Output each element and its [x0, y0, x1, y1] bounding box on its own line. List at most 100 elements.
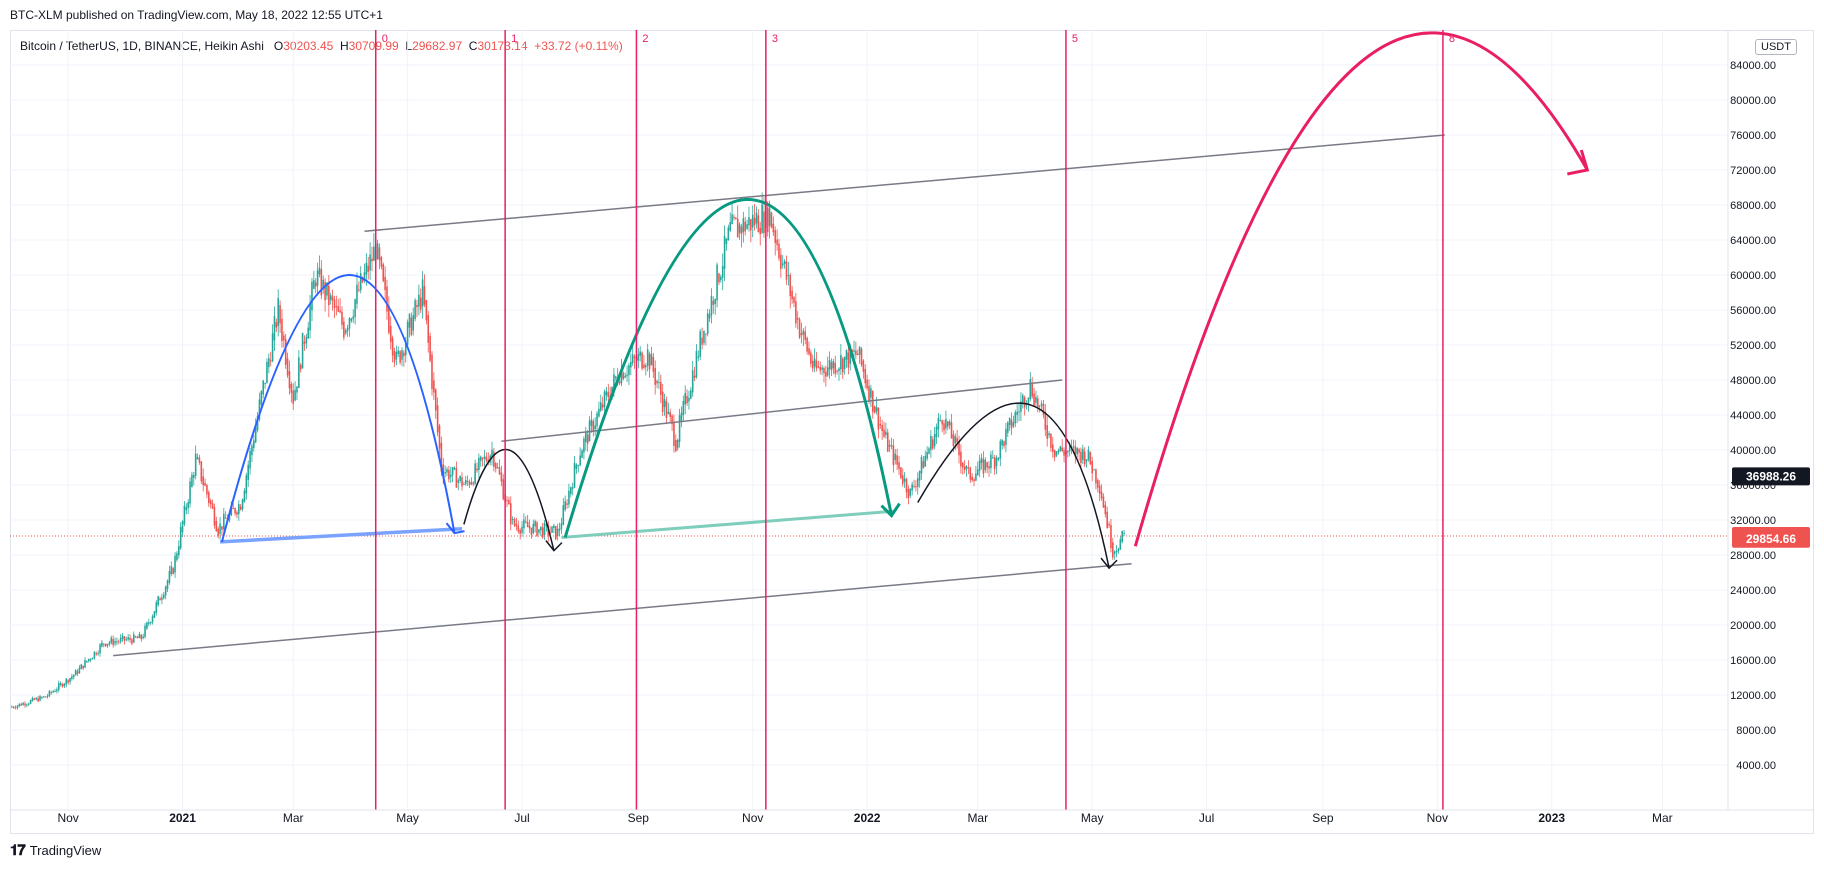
candle-body	[311, 281, 313, 311]
candle-body	[785, 261, 788, 280]
teal-arrow-head	[880, 502, 901, 518]
low-value: 29682.97	[412, 39, 463, 53]
cycle-label: 1	[511, 33, 517, 45]
candle-body	[583, 438, 585, 453]
candle-body	[1010, 419, 1013, 429]
candle-body	[853, 350, 855, 352]
candle-body	[905, 479, 908, 493]
candle-body	[885, 431, 887, 435]
candle-body	[691, 370, 694, 393]
candle-body	[1023, 397, 1026, 408]
y-tick-label: 68000.00	[1730, 200, 1776, 212]
candle-body	[780, 254, 782, 269]
candle-body	[110, 637, 113, 643]
candle-body	[796, 317, 799, 320]
candle-body	[1098, 485, 1101, 494]
candle-body	[129, 637, 131, 640]
candle-body	[648, 353, 651, 370]
candle-body	[688, 397, 690, 402]
candle-body	[772, 223, 775, 233]
candle-body	[48, 690, 51, 697]
candle-body	[815, 360, 818, 369]
candle-body	[573, 462, 576, 488]
teal-base-line	[561, 509, 894, 539]
black-arrow-head-1	[545, 540, 563, 552]
candle-body	[536, 522, 538, 537]
candle-body	[326, 282, 328, 296]
candle-body	[209, 500, 212, 505]
candle-body	[890, 445, 893, 447]
candle-body	[508, 499, 510, 505]
candle-body	[247, 464, 249, 480]
symbol-title: Bitcoin / TetherUS, 1D, BINANCE, Heikin …	[20, 39, 264, 53]
candle-body	[740, 226, 743, 235]
candle-body	[438, 425, 441, 449]
candle-body	[305, 336, 308, 344]
candle-body	[757, 215, 760, 233]
candle-body	[984, 459, 987, 471]
candle-body	[909, 488, 912, 496]
candle-body	[500, 472, 503, 482]
black-arc-1	[463, 448, 555, 551]
candle-body	[1050, 433, 1052, 448]
candle-body	[166, 580, 169, 589]
candle-body	[243, 490, 246, 502]
candle-body	[770, 212, 773, 228]
candle-body	[382, 264, 385, 281]
y-tick-label: 16000.00	[1730, 655, 1776, 667]
candle-body	[646, 349, 649, 366]
candle-body	[335, 306, 338, 308]
grid	[10, 30, 1728, 810]
tradingview-logo[interactable]: 𝟏𝟕 TradingView	[10, 842, 101, 859]
candle-body	[697, 356, 700, 358]
currency-badge[interactable]: USDT	[1755, 39, 1797, 55]
candle-body	[69, 677, 71, 683]
candle-body	[290, 383, 293, 393]
y-tick-label: 52000.00	[1730, 340, 1776, 352]
candle-body	[986, 462, 988, 468]
candle-body	[1072, 446, 1075, 448]
black-arrow-head-2	[1100, 557, 1118, 570]
candle-body	[97, 653, 99, 655]
candle-body	[1091, 461, 1093, 474]
candle-body	[1083, 451, 1086, 465]
candle-body	[1104, 504, 1107, 515]
candle-body	[117, 641, 120, 643]
candle-body	[658, 381, 660, 383]
candle-body	[855, 350, 857, 355]
candle-body	[369, 254, 371, 271]
candle-body	[877, 407, 880, 430]
candle-body	[669, 412, 671, 417]
candle-body	[1061, 447, 1063, 451]
candle-body	[358, 289, 360, 291]
candle-body	[553, 525, 555, 529]
candle-body	[153, 611, 156, 618]
candle-body	[995, 457, 998, 467]
candle-body	[421, 279, 424, 307]
candle-body	[723, 235, 726, 269]
candle-body	[331, 296, 334, 301]
candle-body	[281, 318, 283, 342]
candle-body	[693, 375, 696, 378]
candle-body	[990, 454, 992, 469]
candle-body	[393, 351, 396, 363]
candle-body	[399, 351, 401, 363]
candle-body	[260, 391, 263, 405]
candle-body	[866, 379, 868, 389]
candle-body	[313, 280, 315, 289]
candle-body	[174, 555, 176, 573]
candle-body	[343, 321, 345, 338]
candle-body	[251, 445, 253, 456]
candle-body	[706, 313, 709, 334]
candle-body	[515, 523, 518, 527]
symbol-legend[interactable]: Bitcoin / TetherUS, 1D, BINANCE, Heikin …	[20, 39, 623, 53]
candle-body	[378, 247, 381, 261]
candle-body	[971, 476, 973, 481]
candle-body	[112, 639, 114, 646]
candle-body	[817, 366, 820, 368]
candle-body	[202, 476, 204, 486]
candle-body	[35, 697, 38, 700]
candle-body	[603, 391, 606, 407]
candle-body	[1089, 452, 1092, 465]
